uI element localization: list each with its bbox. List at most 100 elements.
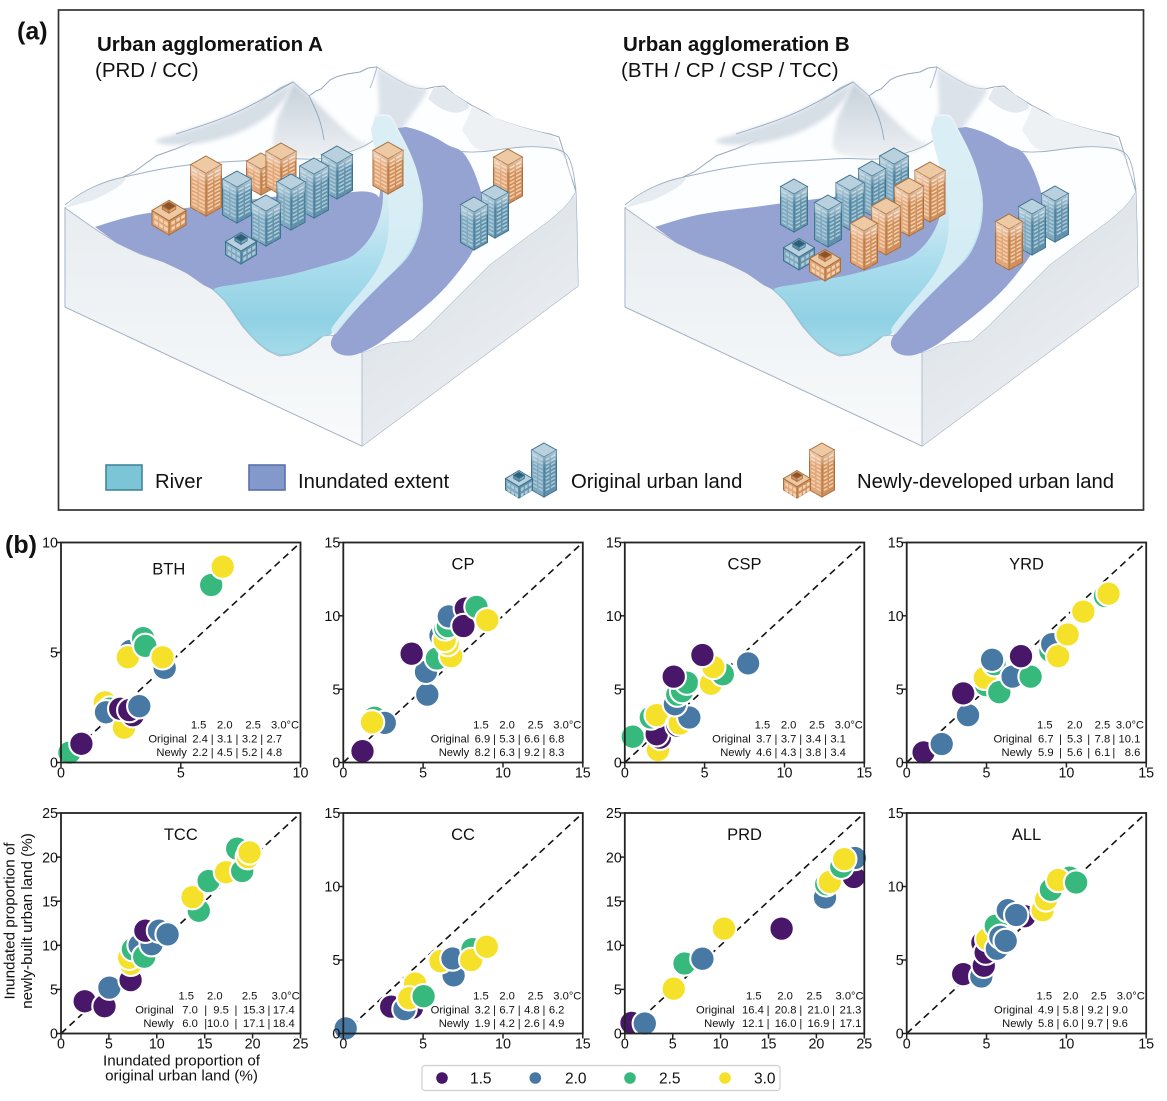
svg-text:4.8: 4.8 — [267, 747, 283, 759]
svg-text:10.0: 10.0 — [207, 1018, 229, 1030]
svg-text:3.4: 3.4 — [830, 747, 846, 759]
svg-text:5.8: 5.8 — [1038, 1018, 1054, 1030]
svg-text:Urban agglomeration A: Urban agglomeration A — [97, 33, 323, 56]
svg-text:newly-built urban land (%): newly-built urban land (%) — [19, 833, 36, 1009]
svg-text:15: 15 — [888, 536, 904, 552]
svg-text:6.6: 6.6 — [524, 734, 540, 746]
svg-text:15: 15 — [575, 766, 591, 782]
svg-text:15: 15 — [575, 1037, 591, 1053]
svg-text:|: | — [1087, 747, 1090, 759]
svg-text:0: 0 — [57, 766, 65, 782]
svg-text:|: | — [799, 734, 802, 746]
svg-text:0: 0 — [896, 756, 904, 772]
svg-text:2.5: 2.5 — [659, 1071, 681, 1088]
svg-text:20: 20 — [808, 1037, 824, 1053]
svg-text:2.0: 2.0 — [499, 991, 515, 1003]
svg-text:YRD: YRD — [1009, 556, 1044, 574]
svg-text:Original: Original — [696, 1005, 735, 1017]
svg-text:4.2: 4.2 — [499, 1018, 515, 1030]
svg-text:|: | — [543, 1005, 546, 1017]
svg-text:16.4: 16.4 — [742, 1005, 764, 1017]
svg-text:|: | — [767, 1005, 770, 1017]
svg-text:4.6: 4.6 — [756, 747, 772, 759]
svg-text:5.2: 5.2 — [242, 747, 258, 759]
svg-text:5: 5 — [896, 682, 904, 698]
svg-text:1.5: 1.5 — [191, 720, 207, 732]
svg-text:3.0°C: 3.0°C — [835, 720, 863, 732]
svg-text:2.2: 2.2 — [192, 747, 208, 759]
svg-text:|: | — [493, 1018, 496, 1030]
svg-text:10: 10 — [293, 766, 309, 782]
svg-text:original urban land (%): original urban land (%) — [105, 1068, 258, 1085]
svg-text:25: 25 — [606, 806, 622, 822]
svg-text:|: | — [493, 747, 496, 759]
svg-text:10: 10 — [324, 880, 340, 896]
svg-text:10: 10 — [606, 939, 622, 955]
svg-text:18.4: 18.4 — [273, 1018, 295, 1030]
svg-text:Newly: Newly — [439, 1018, 470, 1030]
svg-text:CSP: CSP — [728, 556, 762, 574]
svg-text:|: | — [211, 734, 214, 746]
svg-text:21.0: 21.0 — [808, 1005, 830, 1017]
svg-text:2.0: 2.0 — [207, 991, 223, 1003]
svg-text:|: | — [824, 734, 827, 746]
svg-text:|: | — [204, 1018, 207, 1030]
svg-text:|: | — [775, 747, 778, 759]
svg-text:9.2: 9.2 — [524, 747, 540, 759]
svg-text:10: 10 — [1058, 766, 1074, 782]
svg-text:5.6: 5.6 — [1067, 747, 1083, 759]
svg-text:|: | — [204, 1005, 207, 1017]
svg-text:15: 15 — [606, 894, 622, 910]
svg-text:0: 0 — [614, 1027, 622, 1043]
svg-text:10: 10 — [888, 880, 904, 896]
svg-text:(PRD / CC): (PRD / CC) — [95, 59, 199, 82]
svg-text:|: | — [211, 747, 214, 759]
svg-text:6.1: 6.1 — [1095, 747, 1111, 759]
svg-text:3.0°C: 3.0°C — [553, 991, 581, 1003]
svg-text:5: 5 — [614, 682, 622, 698]
svg-text:2.0: 2.0 — [1067, 720, 1083, 732]
svg-text:3.2: 3.2 — [475, 1005, 491, 1017]
svg-text:15: 15 — [324, 806, 340, 822]
svg-text:2.0: 2.0 — [1063, 991, 1079, 1003]
svg-text:2.0: 2.0 — [777, 991, 793, 1003]
svg-text:Original: Original — [994, 1005, 1033, 1017]
svg-text:(a): (a) — [17, 18, 48, 46]
svg-text:|: | — [1112, 747, 1115, 759]
svg-text:0: 0 — [50, 1027, 58, 1043]
svg-text:5: 5 — [332, 682, 340, 698]
svg-text:5: 5 — [50, 983, 58, 999]
svg-text:5: 5 — [419, 1037, 427, 1053]
svg-text:10: 10 — [606, 609, 622, 625]
svg-text:Newly: Newly — [704, 1018, 735, 1030]
svg-text:2.5: 2.5 — [809, 720, 825, 732]
svg-text:0: 0 — [614, 756, 622, 772]
svg-text:6.8: 6.8 — [549, 734, 565, 746]
svg-text:|: | — [799, 1005, 802, 1017]
svg-text:4.5: 4.5 — [217, 747, 233, 759]
svg-text:10: 10 — [42, 939, 58, 955]
svg-text:0: 0 — [332, 756, 340, 772]
svg-text:Original: Original — [431, 734, 470, 746]
svg-text:10: 10 — [777, 766, 793, 782]
svg-text:0: 0 — [50, 756, 58, 772]
svg-text:Original: Original — [993, 734, 1032, 746]
svg-text:|: | — [518, 734, 521, 746]
svg-text:|: | — [1087, 734, 1090, 746]
svg-text:|: | — [234, 1018, 237, 1030]
svg-text:9.2: 9.2 — [1088, 1005, 1104, 1017]
svg-text:6.0: 6.0 — [182, 1018, 198, 1030]
svg-text:BTH: BTH — [152, 561, 185, 579]
svg-text:2.4: 2.4 — [192, 734, 208, 746]
svg-text:6.2: 6.2 — [549, 1005, 565, 1017]
svg-text:5: 5 — [983, 766, 991, 782]
svg-text:|: | — [267, 1018, 270, 1030]
svg-text:10: 10 — [495, 766, 511, 782]
svg-text:2.5: 2.5 — [528, 720, 544, 732]
svg-text:|: | — [1056, 1005, 1059, 1017]
svg-text:PRD: PRD — [727, 826, 762, 844]
svg-text:9.7: 9.7 — [1088, 1018, 1104, 1030]
svg-text:3.0°C: 3.0°C — [272, 991, 300, 1003]
svg-text:5: 5 — [896, 953, 904, 969]
svg-text:10: 10 — [888, 609, 904, 625]
